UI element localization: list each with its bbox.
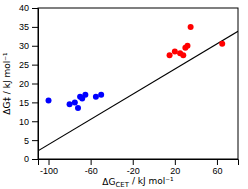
tick-label: 0 [24,154,29,164]
tick: -100 [40,159,58,176]
tick-mark [32,140,38,141]
tick-mark [32,102,38,103]
marks [38,24,238,151]
tick-label: 20 [170,166,180,176]
tick-mark [49,159,50,165]
tick: 35 [19,22,38,32]
point [72,99,78,105]
point [46,97,52,103]
tick-mark [32,121,38,122]
point [184,43,190,49]
point [188,24,194,30]
tick: 10 [19,117,38,127]
x-axis-title: ΔGCET / kJ mol⁻¹ [102,176,174,189]
plot: -100 -60 -20 20 60 0 5 10 15 20 25 30 35 40 [19,3,239,176]
point [219,41,225,47]
tick-label: 35 [19,22,29,32]
axis-line [39,160,239,166]
tick: 5 [24,136,38,146]
tick-mark [32,159,38,160]
tick: 60 [212,159,222,176]
point [167,52,173,58]
tick-mark [175,159,176,165]
tick: 30 [19,41,38,51]
tick-label: 40 [19,3,29,13]
chart: -100 -60 -20 20 60 0 5 10 15 20 25 30 35 40 ΔGCET / kJ… [0,0,248,189]
point [172,48,178,54]
tick-label: 20 [19,79,29,89]
tick-label: 10 [19,117,29,127]
point [75,105,81,111]
tick: -60 [85,159,98,176]
point [98,92,104,98]
y-axis-title: ΔG‡ / kJ mol⁻¹ [2,52,12,115]
tick-mark [217,159,218,165]
tick-mark [32,8,38,9]
tick-label: 30 [19,41,29,51]
tick-label: 15 [19,98,29,108]
tick-label: -60 [85,166,98,176]
tick-label: 25 [19,60,29,70]
tick-label: -100 [40,166,58,176]
tick-label: 60 [212,166,222,176]
point [180,52,186,58]
tick: 25 [19,60,38,70]
tick-label: -20 [127,166,140,176]
tick-mark [32,84,38,85]
tick: -20 [127,159,140,176]
point [67,101,73,107]
x-axis: -100 -60 -20 20 60 [39,159,239,176]
tick: 20 [19,79,38,89]
point [82,92,88,98]
point [93,94,99,100]
tick: 0 [24,154,38,164]
tick-mark [91,159,92,165]
tick: 20 [170,159,180,176]
tick-mark [32,46,38,47]
plot-frame [38,8,238,159]
tick-mark [32,27,38,28]
tick: 40 [19,3,38,13]
tick-mark [133,159,134,165]
y-axis: 0 5 10 15 20 25 30 35 40 [19,3,39,164]
tick-label: 5 [24,136,29,146]
trend-line [38,31,238,151]
tick-mark [32,65,38,66]
tick: 15 [19,98,38,108]
